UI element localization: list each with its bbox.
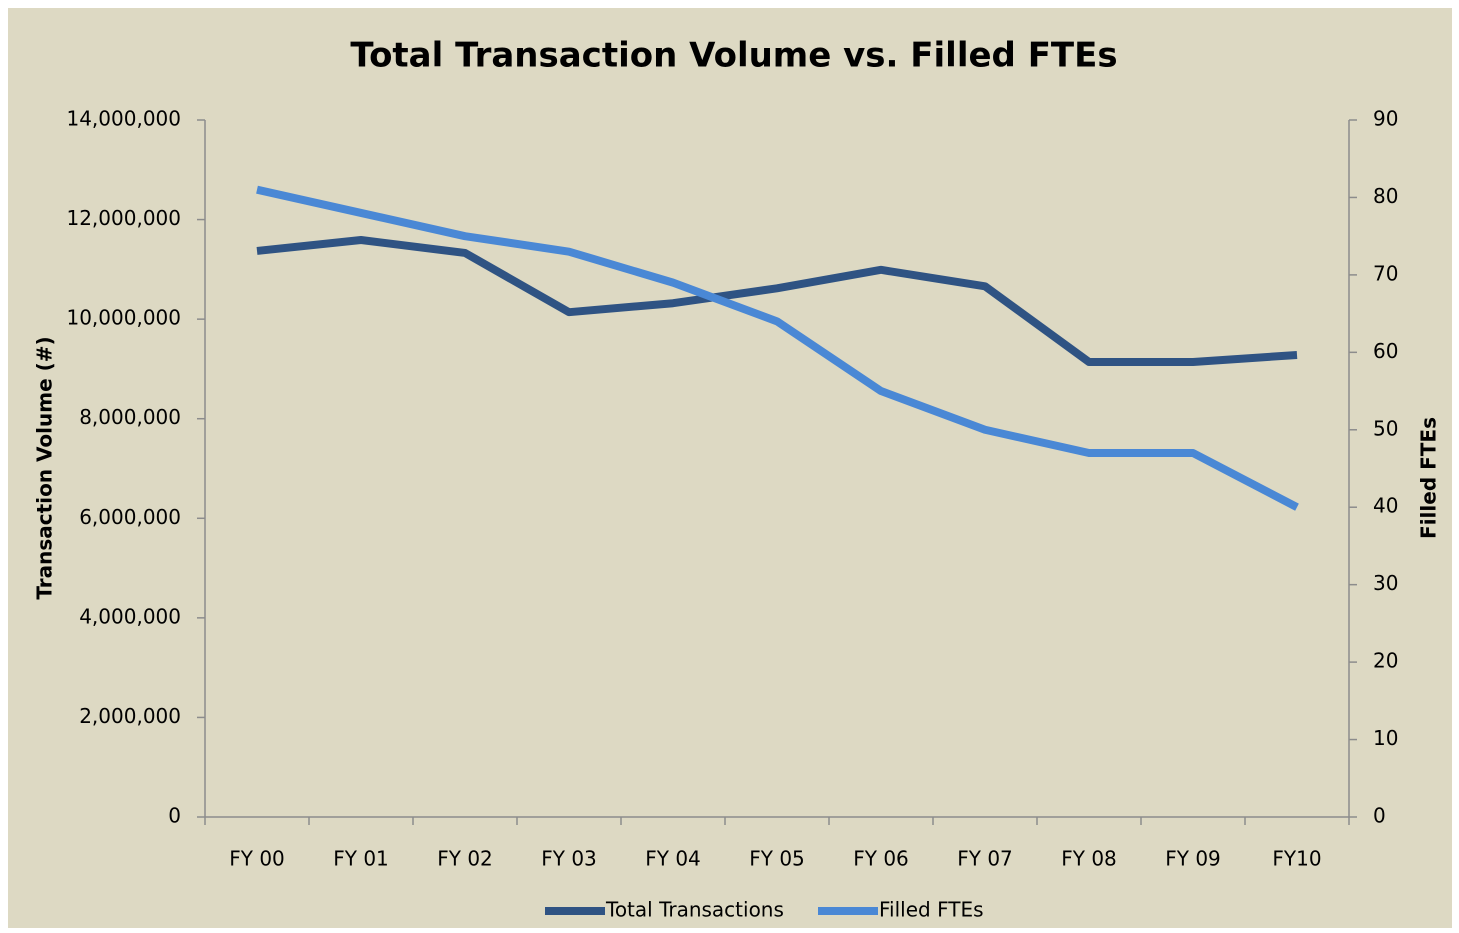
x-tick-label: FY 01 (333, 847, 389, 871)
x-tick-label: FY10 (1272, 847, 1321, 871)
y2-tick-label: 70 (1373, 261, 1398, 285)
y2-tick-label: 90 (1373, 107, 1398, 131)
x-tick-label: FY 00 (229, 847, 285, 871)
series-line (256, 235, 1298, 366)
y-tick-label: 10,000,000 (66, 306, 181, 330)
chart-background (8, 8, 1452, 928)
y-tick-label: 0 (168, 804, 181, 828)
y2-tick-label: 40 (1373, 494, 1398, 518)
x-tick-label: FY 02 (437, 847, 493, 871)
y2-tick-label: 30 (1373, 571, 1398, 595)
x-tick-label: FY 03 (541, 847, 597, 871)
y2-tick-label: 60 (1373, 339, 1398, 363)
x-tick-label: FY 04 (645, 847, 701, 871)
y2-tick-label: 0 (1373, 804, 1386, 828)
x-tick-label: FY 06 (853, 847, 909, 871)
y-tick-label: 4,000,000 (79, 604, 181, 628)
y-tick-label: 14,000,000 (66, 107, 181, 131)
y-tick-label: 2,000,000 (79, 704, 181, 728)
legend-label: Filled FTEs (879, 898, 984, 922)
y-axis-title: Transaction Volume (#) (33, 336, 57, 599)
y-tick-label: 8,000,000 (79, 405, 181, 429)
legend-label: Total Transactions (605, 898, 784, 922)
x-tick-label: FY 07 (957, 847, 1013, 871)
chart-title: Total Transaction Volume vs. Filled FTEs (350, 36, 1117, 76)
x-tick-label: FY 08 (1061, 847, 1117, 871)
series-line (256, 185, 1299, 511)
y-tick-label: 12,000,000 (66, 206, 181, 230)
y2-tick-label: 50 (1373, 416, 1398, 440)
y2-axis-title: Filled FTEs (1417, 417, 1441, 539)
x-tick-label: FY 05 (749, 847, 805, 871)
x-tick-label: FY 09 (1165, 847, 1221, 871)
y2-tick-label: 20 (1373, 649, 1398, 673)
y2-tick-label: 10 (1373, 726, 1398, 750)
y-tick-label: 6,000,000 (79, 505, 181, 529)
y2-tick-label: 80 (1373, 184, 1398, 208)
